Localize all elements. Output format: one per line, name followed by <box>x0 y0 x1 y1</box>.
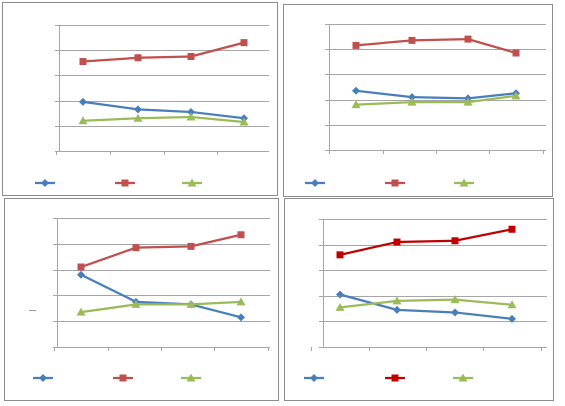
series-2-point <box>352 41 360 49</box>
series-3-point <box>186 112 196 121</box>
chart-panel-top-right <box>283 4 553 197</box>
series-3-point <box>78 116 88 125</box>
series-3-point <box>76 307 86 316</box>
series-3-point <box>507 300 517 309</box>
series-3-line <box>355 94 517 106</box>
legend-series-3-marker <box>459 178 469 187</box>
series-2-point <box>79 58 87 66</box>
series-1-point <box>508 314 516 323</box>
series-2-line <box>80 233 242 269</box>
series-1-point <box>393 305 401 314</box>
series-1-point <box>79 97 87 106</box>
series-2-line <box>339 228 513 256</box>
legend-series-2-marker <box>121 179 129 187</box>
line-chart-bottom-right <box>304 219 547 382</box>
chart-panel-bottom-left <box>4 198 279 401</box>
series-3-point <box>335 302 345 311</box>
series-2-point <box>240 39 248 47</box>
series-1-point <box>408 93 416 102</box>
series-3-point <box>133 113 143 122</box>
legend-series-1-marker <box>310 374 318 382</box>
series-2-point <box>408 36 416 44</box>
series-2-point <box>508 225 516 233</box>
series-3-point <box>351 100 361 109</box>
line-chart-top-right <box>305 24 546 187</box>
legend-series-1-marker <box>41 179 49 187</box>
series-3-point <box>131 299 141 308</box>
series-1-point <box>336 290 344 299</box>
legend-series-3-marker <box>186 373 196 382</box>
series-1-point <box>77 270 85 279</box>
legend-series-1-marker <box>39 374 47 382</box>
series-3-point <box>407 97 417 106</box>
series-2-point <box>336 251 344 259</box>
series-2-point <box>464 35 472 43</box>
line-chart-bottom-left <box>33 218 270 382</box>
legend-series-1-marker <box>311 179 319 187</box>
legend-series-2-marker <box>391 374 399 382</box>
series-3-point <box>450 295 460 304</box>
series-2-point <box>237 231 245 239</box>
series-1-line <box>339 293 513 320</box>
series-2-point <box>451 237 459 245</box>
series-2-line <box>355 37 517 55</box>
series-3-line <box>80 300 242 314</box>
series-3-point <box>186 299 196 308</box>
series-1-point <box>451 308 459 317</box>
series-3-point <box>392 296 402 305</box>
series-2-point <box>77 263 85 271</box>
line-chart-top-left <box>35 25 269 187</box>
series-2-line <box>82 41 245 63</box>
series-1-point <box>134 105 142 114</box>
series-2-point <box>187 53 195 60</box>
series-1-point <box>352 86 360 95</box>
series-1-line <box>82 100 245 120</box>
legend-series-3-marker <box>458 373 468 382</box>
series-2-point <box>187 242 195 250</box>
legend-series-2-marker <box>391 179 399 187</box>
series-3-line <box>339 298 513 309</box>
series-2-point <box>132 244 140 252</box>
series-3-point <box>239 117 249 126</box>
chart-panel-bottom-right <box>284 198 554 401</box>
series-1-point <box>187 107 195 116</box>
series-3-line <box>82 115 245 124</box>
series-1-line <box>355 89 517 100</box>
legend-series-3-marker <box>187 178 197 187</box>
series-1-line <box>80 273 242 319</box>
series-2-point <box>512 49 520 57</box>
series-3-point <box>511 91 521 100</box>
stray-tick-mark <box>29 310 36 311</box>
legend-series-2-marker <box>119 374 127 382</box>
series-3-point <box>236 297 246 306</box>
series-3-point <box>463 97 473 106</box>
series-2-point <box>393 238 401 246</box>
series-2-point <box>134 54 142 62</box>
series-1-point <box>237 313 245 322</box>
chart-panel-top-left <box>2 2 278 196</box>
